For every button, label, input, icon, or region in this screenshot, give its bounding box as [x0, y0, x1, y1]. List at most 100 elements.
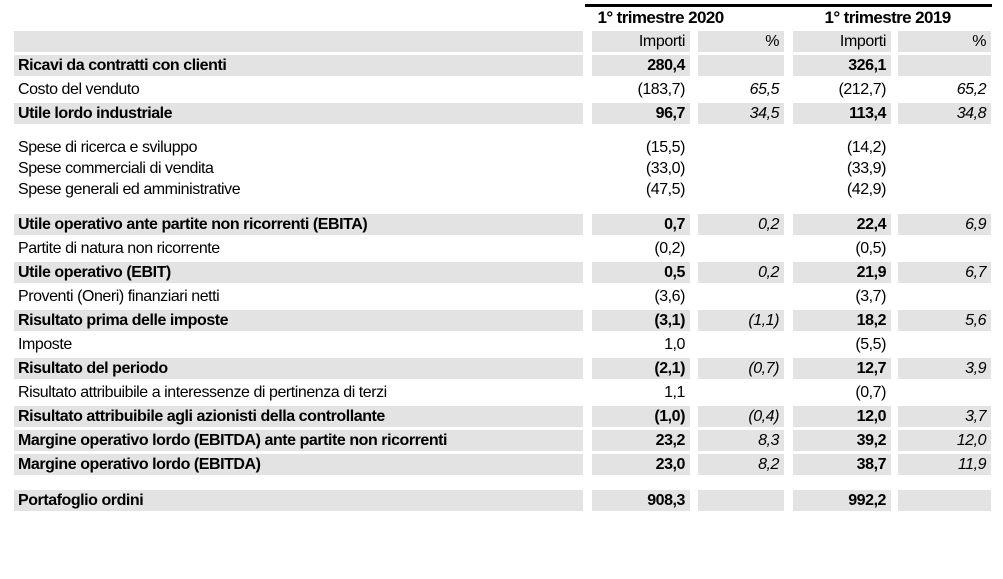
column-header-spacer [14, 31, 583, 53]
pct-2019-cell [891, 238, 992, 262]
pct-2019-cell [891, 490, 992, 514]
amount-2019-cell: (5,5) [784, 334, 892, 358]
row-label: Risultato attribuibile agli azionisti de… [14, 406, 583, 430]
pct-2020-cell [690, 382, 785, 406]
pct-2020-cell: 0,2 [690, 262, 785, 286]
amount-2020-cell: (33,0) [583, 160, 690, 181]
row-label: Spese commerciali di vendita [14, 160, 583, 181]
amount-2020-cell: (183,7) [583, 79, 690, 103]
pct-2020-cell: (0,7) [690, 358, 785, 382]
pct-2019-cell: 3,7 [891, 406, 992, 430]
pct-2019-cell [891, 139, 992, 160]
pct-2020-cell [690, 334, 785, 358]
amount-2019-cell: 113,4 [784, 103, 892, 127]
pct-2019-cell: 3,9 [891, 358, 992, 382]
pct-2019-cell [891, 334, 992, 358]
amount-2020-cell: 0,7 [583, 214, 690, 238]
column-header-percent-2019: % [891, 31, 992, 53]
column-header-importi-2020: Importi [583, 31, 690, 53]
row-label: Risultato prima delle imposte [14, 310, 583, 334]
amount-2019-cell: 12,0 [784, 406, 892, 430]
spacer-row [14, 127, 992, 139]
header-divider-rule [14, 53, 992, 55]
pct-2020-cell [690, 286, 785, 310]
top-rule [585, 4, 992, 7]
table-row-costo-venduto: Costo del venduto (183,7) 65,5 (212,7) 6… [14, 79, 992, 103]
column-header-percent-2020: % [690, 31, 785, 53]
table-row-spese-ricerca: Spese di ricerca e sviluppo (15,5) (14,2… [14, 139, 992, 160]
row-label: Utile operativo (EBIT) [14, 262, 583, 286]
pct-2019-cell: 65,2 [891, 79, 992, 103]
pct-2019-cell [891, 382, 992, 406]
pct-2019-cell: 11,9 [891, 454, 992, 478]
row-label: Imposte [14, 334, 583, 358]
table-row-risultato-ante-imposte: Risultato prima delle imposte (3,1) (1,1… [14, 310, 992, 334]
amount-2019-cell: (3,7) [784, 286, 892, 310]
column-header-row: Importi % Importi % [14, 31, 992, 53]
period-header-2019: 1° trimestre 2019 [824, 7, 951, 27]
amount-2019-cell: (33,9) [784, 160, 892, 181]
table-row-ebit: Utile operativo (EBIT) 0,5 0,2 21,9 6,7 [14, 262, 992, 286]
row-label: Costo del venduto [14, 79, 583, 103]
amount-2019-cell: (0,7) [784, 382, 892, 406]
pct-2020-cell [690, 181, 785, 202]
amount-2019-cell: 38,7 [784, 454, 892, 478]
pct-2020-cell [690, 160, 785, 181]
table-row-imposte: Imposte 1,0 (5,5) [14, 334, 992, 358]
amount-2020-cell: 908,3 [583, 490, 690, 514]
table-row-azionisti-controllante: Risultato attribuibile agli azionisti de… [14, 406, 992, 430]
table-row-spese-commerciali: Spese commerciali di vendita (33,0) (33,… [14, 160, 992, 181]
row-label: Portafoglio ordini [14, 490, 583, 514]
table-row-risultato-periodo: Risultato del periodo (2,1) (0,7) 12,7 3… [14, 358, 992, 382]
table-row-utile-lordo: Utile lordo industriale 96,7 34,5 113,4 … [14, 103, 992, 127]
table-row-ebitda-ante: Margine operativo lordo (EBITDA) ante pa… [14, 430, 992, 454]
table-row-ebita: Utile operativo ante partite non ricorre… [14, 214, 992, 238]
amount-2020-cell: (1,0) [583, 406, 690, 430]
row-label: Margine operativo lordo (EBITDA) ante pa… [14, 430, 583, 454]
amount-2020-cell: 96,7 [583, 103, 690, 127]
amount-2020-cell: 23,2 [583, 430, 690, 454]
pct-2020-cell: (1,1) [690, 310, 785, 334]
pct-2020-cell: 8,3 [690, 430, 785, 454]
row-label: Ricavi da contratti con clienti [14, 55, 583, 79]
amount-2019-cell: (212,7) [784, 79, 892, 103]
amount-2020-cell: 280,4 [583, 55, 690, 79]
amount-2020-cell: (0,2) [583, 238, 690, 262]
amount-2019-cell: 326,1 [784, 55, 892, 79]
row-label: Risultato attribuibile a interessenze di… [14, 382, 583, 406]
row-label: Margine operativo lordo (EBITDA) [14, 454, 583, 478]
amount-2020-cell: 1,0 [583, 334, 690, 358]
amount-2019-cell: 39,2 [784, 430, 892, 454]
table-row-spese-generali: Spese generali ed amministrative (47,5) … [14, 181, 992, 202]
pct-2020-cell [690, 55, 785, 79]
amount-2020-cell: (15,5) [583, 139, 690, 160]
period-header-row: 1° trimestre 2020 1° trimestre 2019 [14, 6, 991, 31]
amount-2020-cell: 0,5 [583, 262, 690, 286]
pct-2019-cell: 12,0 [891, 430, 992, 454]
amount-2020-cell: (3,1) [583, 310, 690, 334]
period-header-spacer [14, 6, 583, 31]
pct-2020-cell: 34,5 [690, 103, 785, 127]
table-row-partite-non-ricorrenti: Partite di natura non ricorrente (0,2) (… [14, 238, 992, 262]
table-row-portafoglio-ordini: Portafoglio ordini 908,3 992,2 [14, 490, 992, 514]
pct-2020-cell: 8,2 [690, 454, 785, 478]
spacer-row [14, 478, 992, 490]
pct-2020-cell [690, 139, 785, 160]
pct-2020-cell [690, 490, 785, 514]
pct-2020-cell: 65,5 [690, 79, 785, 103]
row-label: Utile lordo industriale [14, 103, 583, 127]
amount-2019-cell: (14,2) [784, 139, 892, 160]
amount-2020-cell: (2,1) [583, 358, 690, 382]
amount-2019-cell: 22,4 [784, 214, 892, 238]
table-row-ebitda: Margine operativo lordo (EBITDA) 23,0 8,… [14, 454, 992, 478]
pct-2019-cell: 6,9 [891, 214, 992, 238]
pct-2019-cell [891, 55, 992, 79]
pct-2019-cell: 6,7 [891, 262, 992, 286]
amount-2019-cell: 12,7 [784, 358, 892, 382]
pct-2020-cell: (0,4) [690, 406, 785, 430]
amount-2020-cell: (47,5) [583, 181, 690, 202]
amount-2019-cell: (0,5) [784, 238, 892, 262]
row-label: Risultato del periodo [14, 358, 583, 382]
amount-2019-cell: 21,9 [784, 262, 892, 286]
amount-2020-cell: (3,6) [583, 286, 690, 310]
